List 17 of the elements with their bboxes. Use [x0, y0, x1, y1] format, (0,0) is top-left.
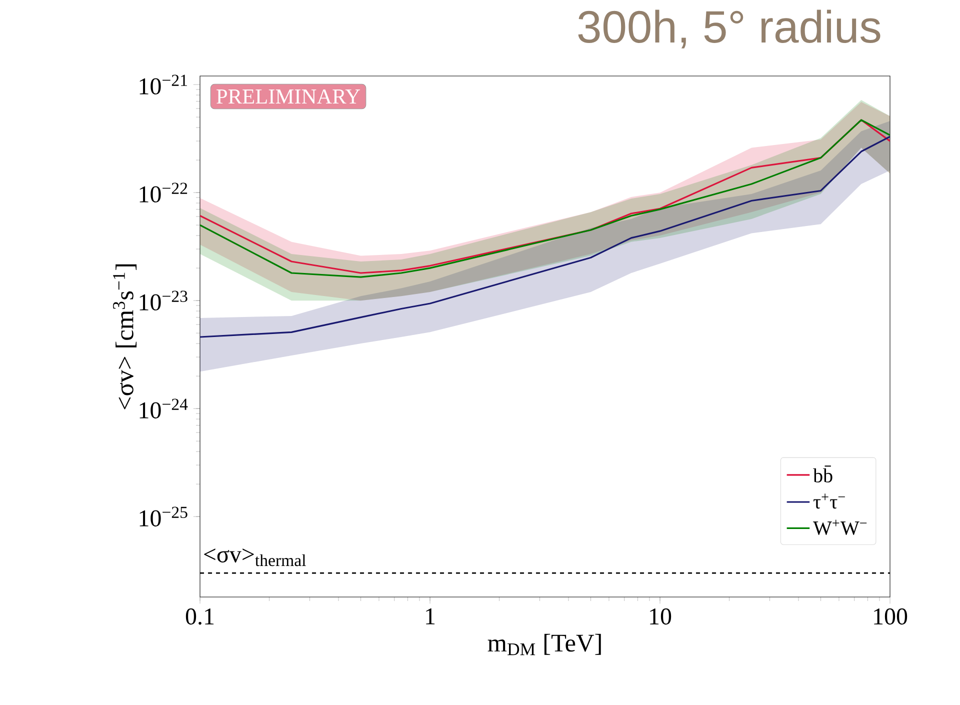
- y-tick-label: 10$^{−23}$: [140, 290, 188, 310]
- ref-line-label: <σv>$_{thermal}$: [204, 548, 306, 566]
- y-tick-label: 10$^{−21}$: [140, 74, 187, 94]
- legend-label: bb̄: [813, 466, 832, 482]
- x-tick-label: 1: [426, 608, 435, 624]
- y-tick-label: 10$^{−24}$: [140, 398, 188, 418]
- annotation: PRELIMINARY: [216, 89, 360, 104]
- legend-label: W$^{+}$W$^{−}$: [813, 520, 867, 535]
- y-tick-label: 10$^{−25}$: [140, 506, 188, 526]
- x-tick-label: 10: [650, 608, 672, 625]
- y-axis-title: <σv> [cm$^{3}$s$^{−1}$]: [113, 264, 137, 410]
- x-tick-label: 100: [874, 608, 908, 625]
- legend-label: τ$^{+}$τ$^{−}$: [813, 494, 845, 509]
- x-tick-label: 0.1: [186, 608, 214, 625]
- chart-title: 300h, 5° radius: [578, 10, 880, 48]
- y-tick-label: 10$^{−22}$: [140, 182, 188, 202]
- x-axis-title: m$_{DM}$ [TeV]: [488, 634, 601, 656]
